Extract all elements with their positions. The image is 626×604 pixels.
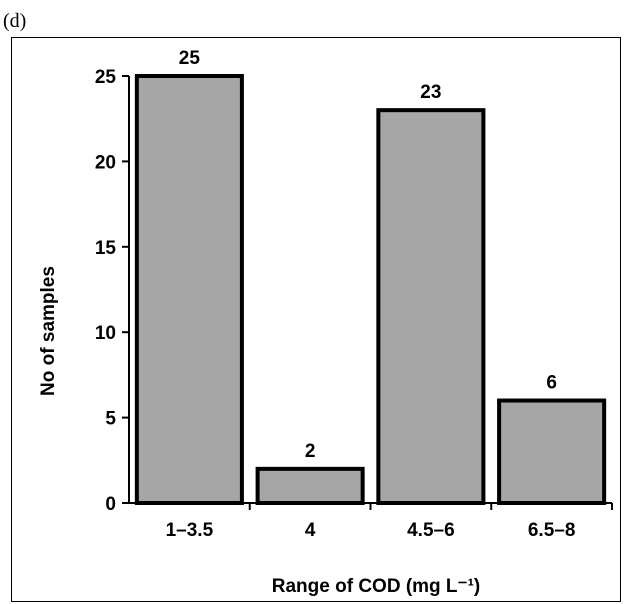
panel-label: (d)	[3, 10, 27, 32]
y-tick-label: 0	[105, 494, 116, 515]
data-labels: 25 2 23 6	[179, 48, 557, 462]
bar-value-label: 23	[420, 82, 441, 103]
bar-value-label: 25	[179, 48, 201, 69]
y-tick-label: 5	[105, 409, 116, 430]
chart-frame	[11, 37, 621, 602]
x-axis-label: Range of COD (mg L⁻¹)	[272, 576, 480, 597]
y-tick-label: 20	[95, 152, 116, 173]
x-tick-label: 6.5–8	[528, 520, 576, 541]
bar-value-label: 2	[305, 441, 316, 462]
bar-value-label: 6	[546, 373, 557, 394]
y-tick-label: 25	[95, 67, 117, 88]
bar	[134, 74, 244, 505]
x-axis: 1–3.5 4 4.5–6 6.5–8	[129, 502, 613, 541]
y-axis: 0 5 10 15 20 25	[95, 67, 130, 515]
bar	[497, 398, 607, 505]
y-axis-label: No of samples	[38, 266, 59, 396]
bar	[255, 466, 365, 505]
y-tick-label: 10	[95, 323, 116, 344]
y-tick-label: 15	[95, 238, 117, 259]
bar	[376, 108, 486, 505]
x-tick-label: 1–3.5	[166, 520, 214, 541]
bars	[134, 74, 607, 505]
x-tick-label: 4.5–6	[407, 520, 455, 541]
x-tick-label: 4	[305, 520, 316, 541]
